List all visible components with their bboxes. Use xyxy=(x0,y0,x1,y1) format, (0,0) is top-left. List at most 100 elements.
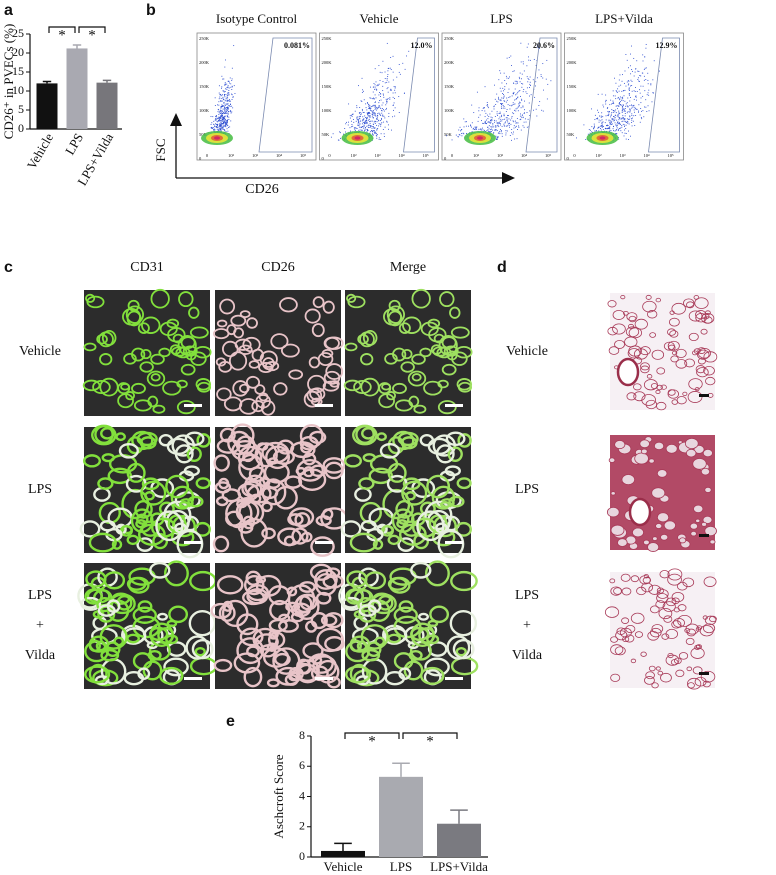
flow-event xyxy=(368,119,370,121)
flow-event xyxy=(221,118,223,120)
flow-event xyxy=(612,120,614,122)
flow-event xyxy=(493,105,495,107)
flow-event xyxy=(363,118,365,120)
alveolus xyxy=(430,344,443,355)
alveolus xyxy=(610,673,621,682)
flow-event xyxy=(623,118,625,120)
flow-event xyxy=(377,84,378,86)
flow-event xyxy=(362,127,364,129)
y-tick-label: 25 xyxy=(12,26,24,40)
micrograph xyxy=(212,290,344,416)
flow-event xyxy=(223,106,225,107)
flow-event xyxy=(226,123,228,124)
alveolus xyxy=(174,444,194,464)
flow-event xyxy=(479,129,481,131)
flow-event xyxy=(486,104,488,106)
flow-event xyxy=(220,124,222,126)
flow-event xyxy=(374,94,376,96)
flow-event xyxy=(226,123,228,125)
flow-event xyxy=(376,135,378,137)
panel-label: d xyxy=(497,259,507,276)
x-tick-label: LPS+Vilda xyxy=(430,859,488,874)
alveolus xyxy=(401,348,413,360)
flow-event xyxy=(540,76,542,78)
flow-event xyxy=(471,131,473,133)
flow-event xyxy=(614,117,616,118)
flow-event xyxy=(507,115,509,116)
flow-event xyxy=(223,102,225,104)
alveolus xyxy=(280,343,300,358)
flow-event xyxy=(358,122,360,123)
flow-y-tick: 50K xyxy=(567,132,576,137)
alveolus xyxy=(84,588,103,605)
flow-event xyxy=(461,135,463,137)
flow-event xyxy=(362,89,363,91)
flow-event xyxy=(358,119,359,121)
flow-event xyxy=(370,120,372,122)
flow-event xyxy=(390,89,392,91)
flow-event xyxy=(231,86,233,88)
flow-event xyxy=(489,131,491,133)
flow-event xyxy=(608,127,610,129)
flow-event xyxy=(396,76,398,78)
flow-event xyxy=(515,126,517,128)
flow-event xyxy=(369,121,371,123)
flow-event xyxy=(627,111,629,113)
flow-event xyxy=(226,109,228,111)
flow-event xyxy=(375,108,377,109)
flow-event xyxy=(222,128,224,130)
flow-event xyxy=(222,90,224,92)
flow-event xyxy=(459,126,461,128)
flow-event xyxy=(522,117,524,119)
flow-event xyxy=(365,117,367,118)
flow-event xyxy=(361,91,363,93)
alveolus xyxy=(401,480,428,506)
flow-event xyxy=(605,115,607,117)
alveolus xyxy=(311,323,325,338)
histology-image xyxy=(606,435,717,552)
flow-event xyxy=(210,127,212,129)
significance-bracket xyxy=(78,26,106,33)
flow-event xyxy=(221,110,223,112)
flow-event xyxy=(621,107,623,109)
flow-event xyxy=(379,124,381,126)
flow-event xyxy=(510,105,512,107)
flow-event xyxy=(619,112,621,114)
alveolus xyxy=(101,453,116,463)
alveolus xyxy=(150,288,170,309)
flow-event xyxy=(228,92,230,94)
flow-event xyxy=(650,84,652,86)
flow-event xyxy=(461,133,463,134)
flow-event xyxy=(518,103,520,105)
alveolus xyxy=(612,323,626,335)
flow-event xyxy=(629,111,631,113)
flow-event xyxy=(486,130,488,132)
flow-event xyxy=(499,111,501,113)
flow-event xyxy=(220,122,222,124)
flow-x-tick: 10⁵ xyxy=(545,153,552,158)
alveolus xyxy=(242,451,254,463)
flow-event xyxy=(357,124,359,126)
flow-event xyxy=(386,99,388,101)
flow-event xyxy=(218,92,220,94)
flow-event xyxy=(210,127,212,129)
flow-event xyxy=(526,65,528,67)
flow-event xyxy=(487,127,489,129)
alveolus xyxy=(620,294,626,300)
flow-event xyxy=(496,136,498,138)
alveolus xyxy=(241,480,263,498)
alveolus xyxy=(692,458,707,470)
flow-event xyxy=(635,115,637,116)
alveolus xyxy=(92,379,111,395)
flow-event xyxy=(499,120,501,122)
flow-event xyxy=(499,128,501,130)
flow-event xyxy=(220,93,222,95)
alveolus xyxy=(667,389,676,396)
alveolus xyxy=(656,593,669,604)
flow-event xyxy=(630,135,631,137)
flow-event xyxy=(484,120,486,122)
flow-event xyxy=(227,92,229,94)
flow-event xyxy=(376,128,378,130)
flow-event xyxy=(385,107,387,109)
alveolus xyxy=(411,353,426,365)
